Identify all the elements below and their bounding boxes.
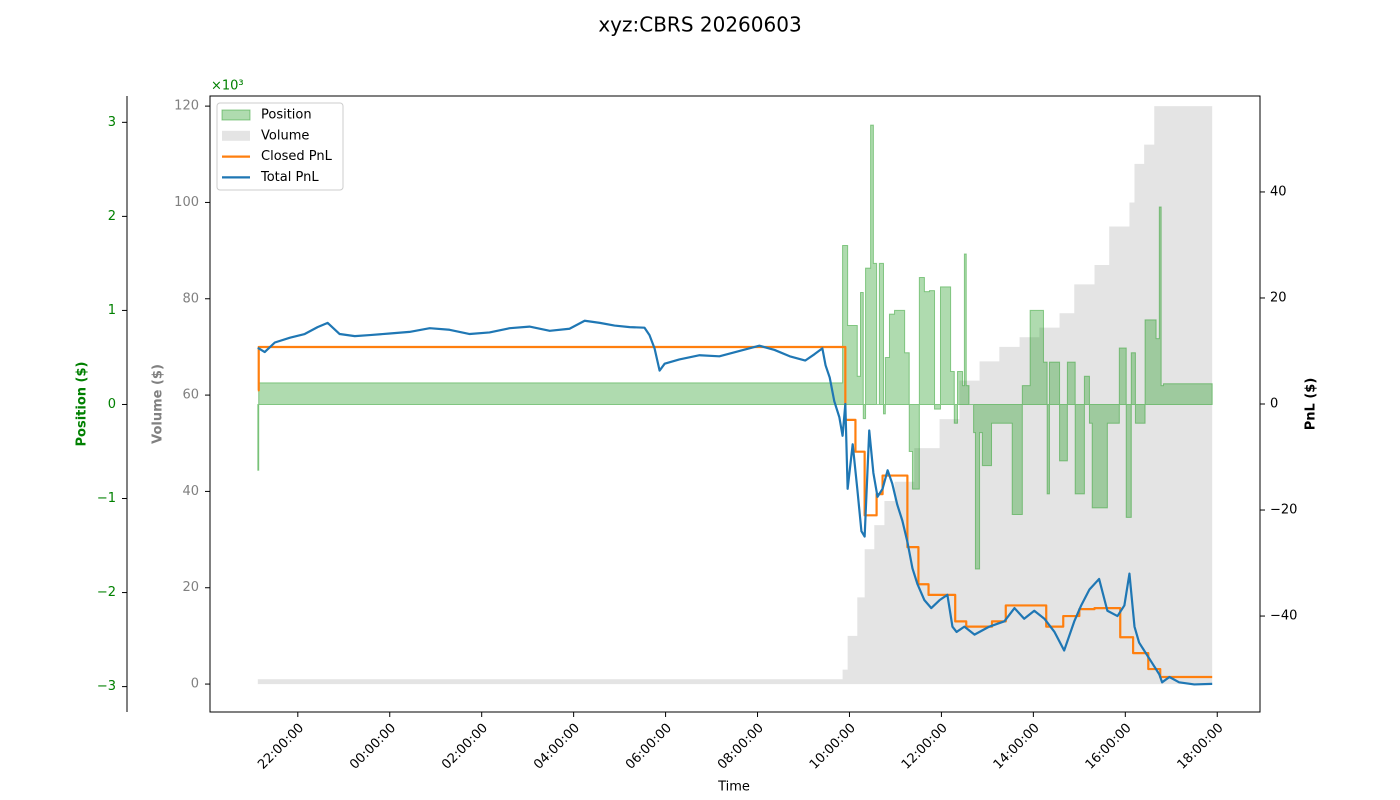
y3-tick-label: 80	[182, 291, 199, 306]
x-tick-label: 22:00:00	[255, 721, 307, 773]
x-tick-label: 12:00:00	[899, 721, 951, 773]
y2-axis-label: PnL ($)	[1304, 378, 1319, 431]
y3-tick-label: 0	[191, 677, 199, 692]
plot-area	[257, 106, 1213, 686]
x-tick-label: 04:00:00	[531, 721, 583, 773]
area	[257, 124, 1213, 570]
y3-tick-label: 120	[174, 99, 199, 114]
chart-title: xyz:CBRS 20260603	[598, 13, 801, 37]
legend-swatch	[222, 130, 250, 141]
x-tick-label: 00:00:00	[347, 721, 399, 773]
y2-tick-label: 40	[1270, 184, 1287, 199]
y3-tick-label: 20	[182, 580, 199, 595]
x-tick-label: 06:00:00	[623, 721, 675, 773]
y2-tick-label: −40	[1270, 609, 1297, 624]
y2-tick-label: 0	[1270, 397, 1278, 412]
legend-label: Position	[261, 108, 312, 123]
x-tick-label: 10:00:00	[807, 721, 859, 773]
y2-tick-label: 20	[1270, 290, 1287, 305]
y3-tick-label: 40	[182, 484, 199, 499]
area	[257, 106, 1213, 685]
x-axis-label: Time	[717, 780, 750, 795]
y-tick-label: 1	[108, 303, 116, 318]
line	[257, 319, 1213, 686]
x-tick-label: 08:00:00	[715, 721, 767, 773]
x-tick-label: 14:00:00	[991, 721, 1043, 773]
y-tick-label: −3	[97, 679, 116, 694]
y2-tick-label: −20	[1270, 503, 1297, 518]
legend-swatch	[221, 109, 251, 121]
y-tick-label: 2	[108, 209, 116, 224]
y-tick-label: 3	[108, 115, 116, 130]
y-tick-label: −2	[97, 585, 116, 600]
x-tick-label: 18:00:00	[1175, 721, 1227, 773]
line	[257, 345, 1213, 679]
x-tick-label: 16:00:00	[1083, 721, 1135, 773]
legend-label: Closed PnL	[261, 149, 333, 164]
y3-axis-label: Volume ($)	[151, 364, 166, 444]
y-axis-label: Position ($)	[75, 362, 90, 447]
y3-tick-label: 100	[174, 195, 199, 210]
legend-label: Total PnL	[260, 170, 319, 185]
y-multiplier: ×10³	[211, 79, 244, 94]
y-tick-label: 0	[108, 397, 116, 412]
legend-box	[216, 102, 344, 191]
legend-label: Volume	[261, 128, 309, 143]
y-tick-label: −1	[97, 491, 116, 506]
x-tick-label: 02:00:00	[439, 721, 491, 773]
y3-tick-label: 60	[182, 388, 199, 403]
